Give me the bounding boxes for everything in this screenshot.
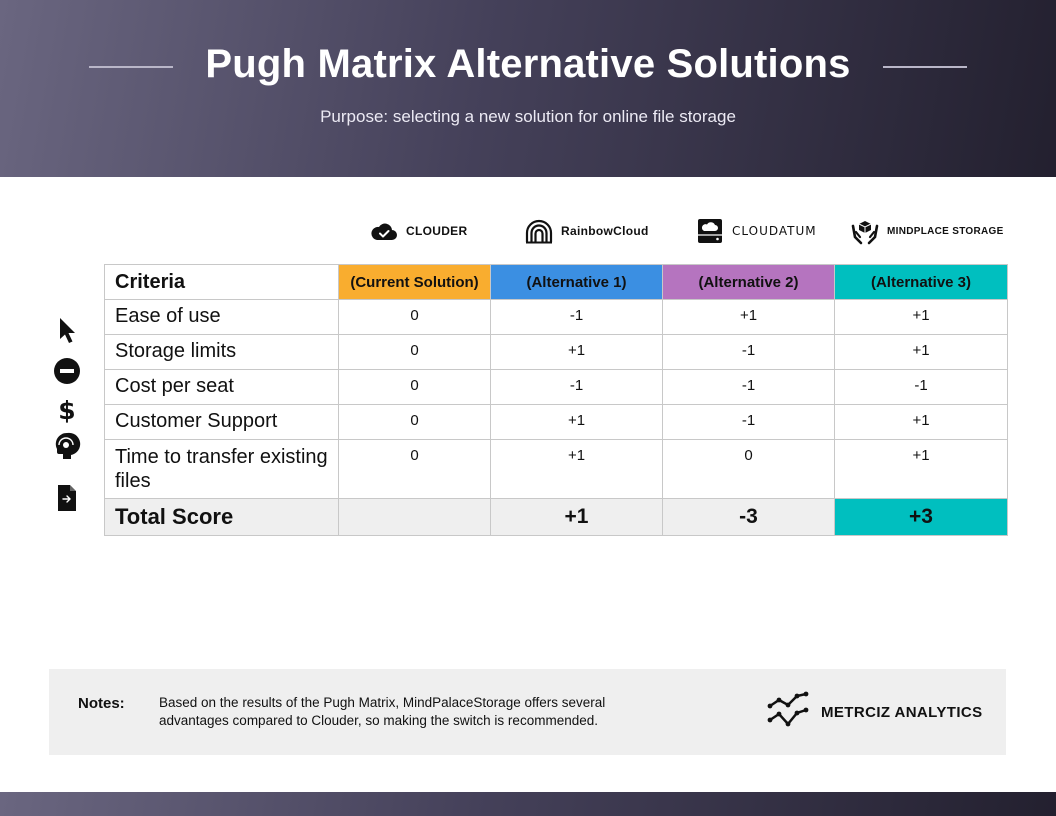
notes-panel: Notes: Based on the results of the Pugh … <box>49 669 1006 755</box>
company-name: METRCIZ ANALYTICS <box>821 704 983 721</box>
score-cell: -1 <box>662 334 835 370</box>
column-header-alt3: (Alternative 3) <box>834 264 1008 300</box>
support-head-icon <box>53 432 81 460</box>
file-transfer-icon <box>53 484 81 512</box>
page-title: Pugh Matrix Alternative Solutions <box>205 42 851 86</box>
cloud-check-icon <box>370 217 398 245</box>
score-cell: 0 <box>338 369 491 405</box>
rainbow-icon <box>525 217 553 245</box>
pugh-matrix-table: Criteria (Current Solution) (Alternative… <box>104 264 1008 536</box>
score-cell: 0 <box>338 439 491 499</box>
score-cell: -1 <box>662 404 835 440</box>
brand-mindplace-storage: MINDPLACE STORAGE <box>851 213 1004 249</box>
brand-name: MINDPLACE STORAGE <box>887 225 1004 237</box>
column-header-current: (Current Solution) <box>338 264 491 300</box>
footer-band <box>0 792 1056 816</box>
cursor-icon <box>53 317 81 345</box>
criteria-label: Storage limits <box>104 334 339 370</box>
svg-text:$: $ <box>58 396 75 423</box>
minus-circle-icon <box>53 357 81 385</box>
page-subtitle: Purpose: selecting a new solution for on… <box>320 107 736 126</box>
table-row: Time to transfer existing files 0 +1 0 +… <box>104 439 1008 499</box>
brand-cloudatum: CLOUDATUM <box>696 213 817 249</box>
brand-name: CLOUDER <box>406 224 468 238</box>
line-chart-icon <box>767 691 811 734</box>
score-cell: -1 <box>834 369 1008 405</box>
table-row: Ease of use 0 -1 +1 +1 <box>104 299 1008 335</box>
hands-cube-icon <box>851 217 879 245</box>
column-header-alt1: (Alternative 1) <box>490 264 663 300</box>
total-score-cell <box>338 498 491 536</box>
total-score-cell-best: +3 <box>834 498 1008 536</box>
dollar-icon: $ <box>53 395 81 423</box>
score-cell: +1 <box>834 404 1008 440</box>
notes-text: Based on the results of the Pugh Matrix,… <box>159 695 606 728</box>
score-cell: +1 <box>834 439 1008 499</box>
brand-logos-row: CLOUDER RainbowCloud CLOUDATUM <box>0 213 1056 249</box>
drive-cloud-icon <box>696 217 724 245</box>
score-cell: +1 <box>490 439 663 499</box>
brand-rainbowcloud: RainbowCloud <box>525 213 649 249</box>
score-cell: -1 <box>662 369 835 405</box>
score-cell: 0 <box>338 404 491 440</box>
criteria-label: Customer Support <box>104 404 339 440</box>
score-cell: 0 <box>338 299 491 335</box>
total-score-row: Total Score +1 -3 +3 <box>104 498 1008 536</box>
table-header-row: Criteria (Current Solution) (Alternative… <box>104 264 1008 300</box>
score-cell: 0 <box>662 439 835 499</box>
score-cell: +1 <box>490 404 663 440</box>
criteria-header: Criteria <box>104 264 339 300</box>
score-cell: +1 <box>662 299 835 335</box>
score-cell: +1 <box>490 334 663 370</box>
total-score-cell: +1 <box>490 498 663 536</box>
title-rule-left <box>89 66 173 68</box>
header-banner: Pugh Matrix Alternative Solutions Purpos… <box>0 0 1056 177</box>
total-score-cell: -3 <box>662 498 835 536</box>
criteria-label: Cost per seat <box>104 369 339 405</box>
brand-name: RainbowCloud <box>561 224 649 238</box>
brand-name: CLOUDATUM <box>732 224 817 238</box>
score-cell: +1 <box>834 334 1008 370</box>
table-row: Customer Support 0 +1 -1 +1 <box>104 404 1008 440</box>
score-cell: -1 <box>490 369 663 405</box>
criteria-label: Time to transfer existing files <box>104 439 339 499</box>
table-row: Cost per seat 0 -1 -1 -1 <box>104 369 1008 405</box>
table-row: Storage limits 0 +1 -1 +1 <box>104 334 1008 370</box>
notes-label: Notes: <box>78 695 125 712</box>
total-score-label: Total Score <box>104 498 339 536</box>
company-logo: METRCIZ ANALYTICS <box>767 691 983 734</box>
score-cell: +1 <box>834 299 1008 335</box>
criteria-label: Ease of use <box>104 299 339 335</box>
column-header-alt2: (Alternative 2) <box>662 264 835 300</box>
brand-clouder: CLOUDER <box>370 213 467 249</box>
score-cell: 0 <box>338 334 491 370</box>
title-rule-right <box>883 66 967 68</box>
score-cell: -1 <box>490 299 663 335</box>
